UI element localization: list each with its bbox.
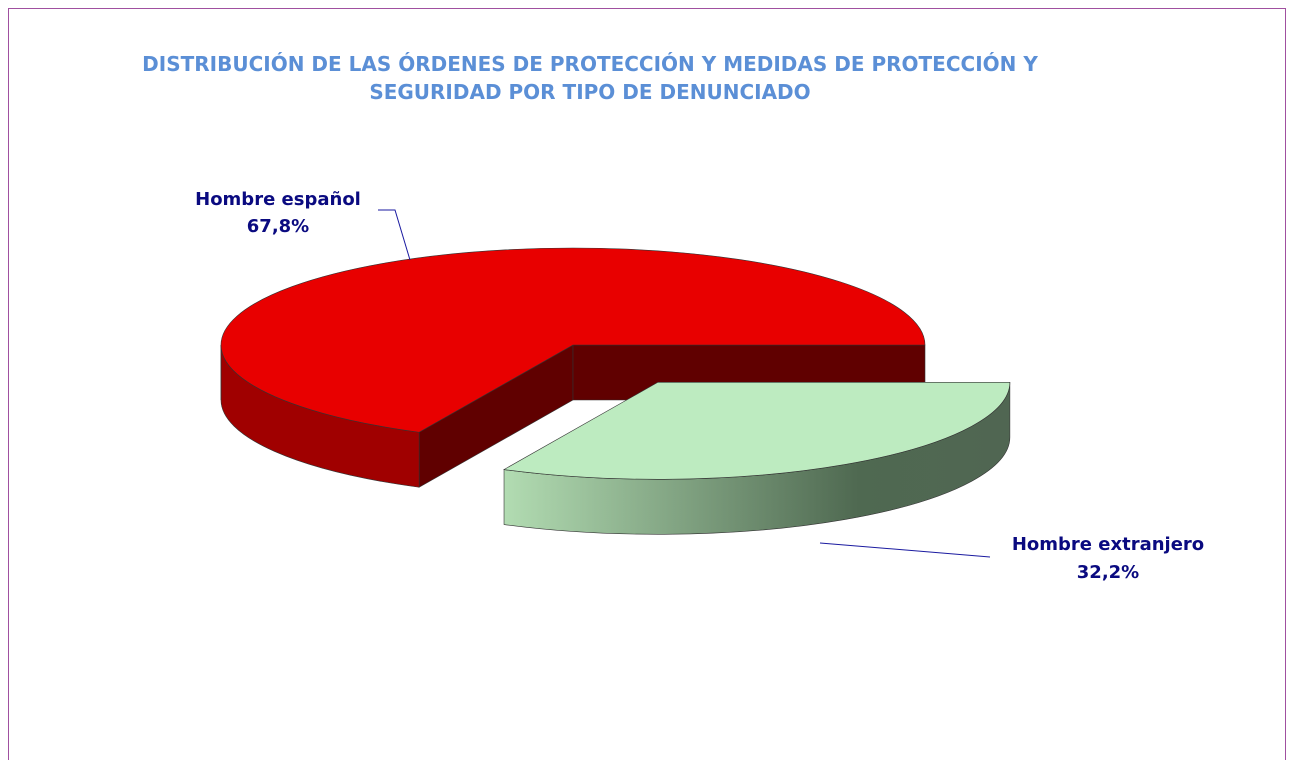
leader-line xyxy=(819,542,991,558)
pie-slice xyxy=(503,381,1011,480)
data-label-value: 67,8% xyxy=(247,216,309,237)
data-label-value: 32,2% xyxy=(1077,562,1139,583)
data-label-name: Hombre extranjero xyxy=(1012,534,1204,555)
leader-line xyxy=(378,209,411,261)
data-label-name: Hombre español xyxy=(195,189,361,210)
chart-frame xyxy=(8,8,1286,760)
pie-slice xyxy=(220,247,926,433)
chart-title: DISTRIBUCIÓN DE LAS ÓRDENES DE PROTECCIÓ… xyxy=(142,52,1038,104)
